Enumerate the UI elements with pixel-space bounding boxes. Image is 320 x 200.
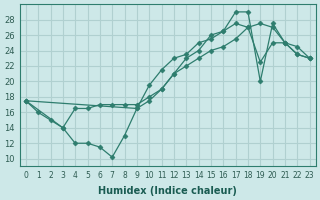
X-axis label: Humidex (Indice chaleur): Humidex (Indice chaleur) — [98, 186, 237, 196]
